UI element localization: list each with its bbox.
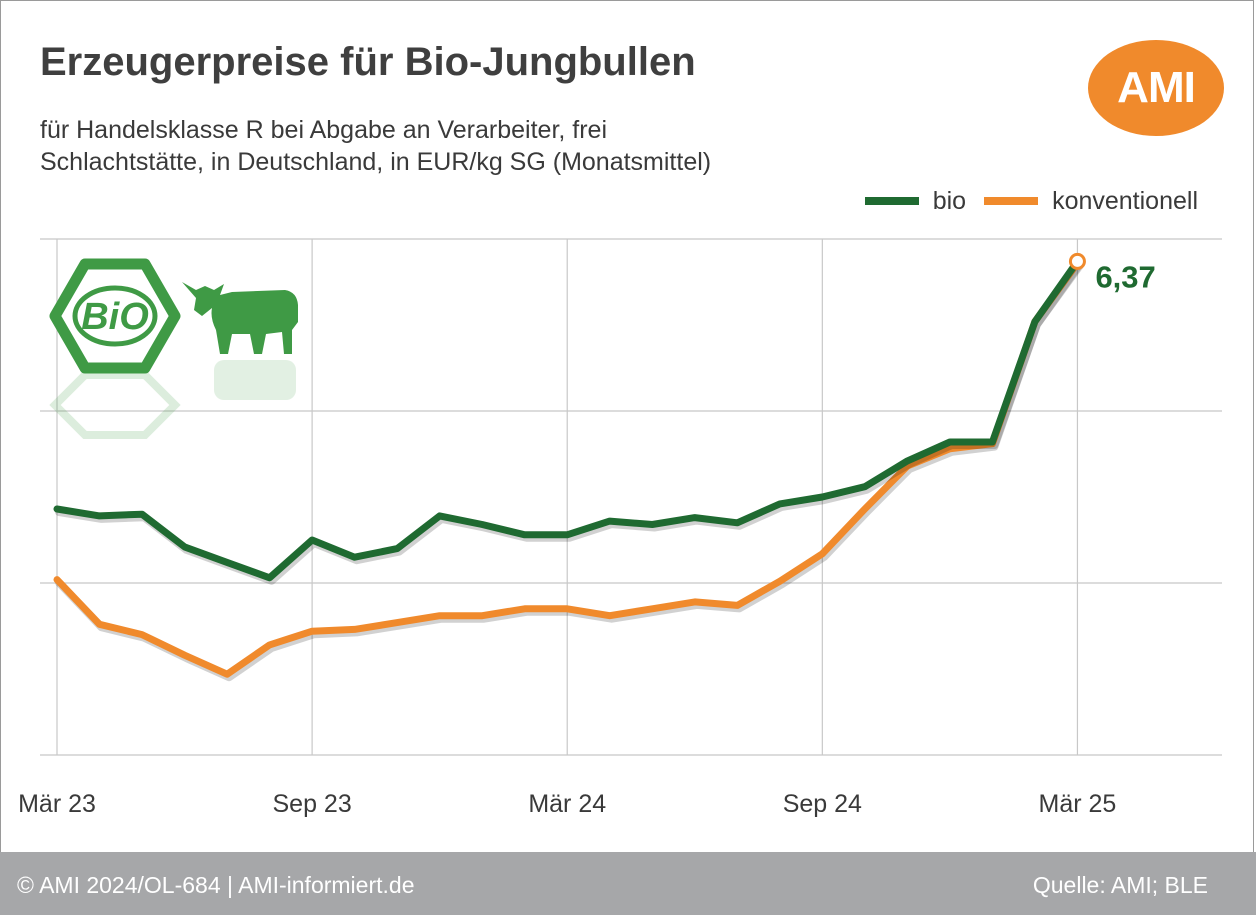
subtitle-line-2: Schlachtstätte, in Deutschland, in EUR/k… [40,148,712,176]
bio-hexagon-icon: BiO [49,258,181,374]
ami-logo: AMI [1088,40,1224,136]
chart-title: Erzeugerpreise für Bio-Jungbullen [40,40,696,84]
legend-label-bio: bio [932,186,967,215]
bull-reflection-icon [214,360,296,400]
chart-subtitle: für Handelsklasse R bei Abgabe an Verarb… [40,114,940,178]
bio-badge-text: BiO [81,296,149,338]
end-point-marker [1068,252,1086,270]
ami-logo-text: AMI [1117,63,1196,112]
x-tick-label: Mär 25 [1039,790,1117,818]
series-layer: 6,37 [53,252,1156,682]
series-shadow-konventionell [55,262,1084,682]
subtitle-line-1: für Handelsklasse R bei Abgabe an Verarb… [40,116,608,144]
footer: © AMI 2024/OL-684 | AMI-informiert.de Qu… [0,852,1256,915]
footer-copyright: © AMI 2024/OL-684 | AMI-informiert.de [17,872,415,898]
x-tick-label: Sep 24 [783,790,862,818]
x-tick-label: Sep 23 [272,790,351,818]
x-tick-label: Mär 23 [18,790,96,818]
legend-item-bio: bio [864,186,967,216]
x-tick-label: Mär 24 [528,790,606,818]
legend-swatch-konventionell [984,197,1039,205]
legend: bio konventionell [847,184,1198,218]
tick-label-layer: Mär 23 Sep 23 Mär 24 Sep 24 Mär 25 [18,790,1116,818]
legend-item-konventionell: konventionell [984,187,1198,216]
end-value-label: 6,37 [1095,259,1155,294]
bio-illustration: BiO [49,258,298,439]
legend-label-konventionell: konventionell [1052,186,1198,215]
bio-hexagon-reflection-icon [49,371,181,439]
legend-swatch-bio [864,197,919,205]
line-chart: BiO 6,37 Mär 23 Sep 23 Mär 24 Sep 24 Mär 25 [18,238,1222,818]
bull-icon [182,282,298,354]
footer-source: Quelle: AMI; BLE [1032,872,1208,898]
